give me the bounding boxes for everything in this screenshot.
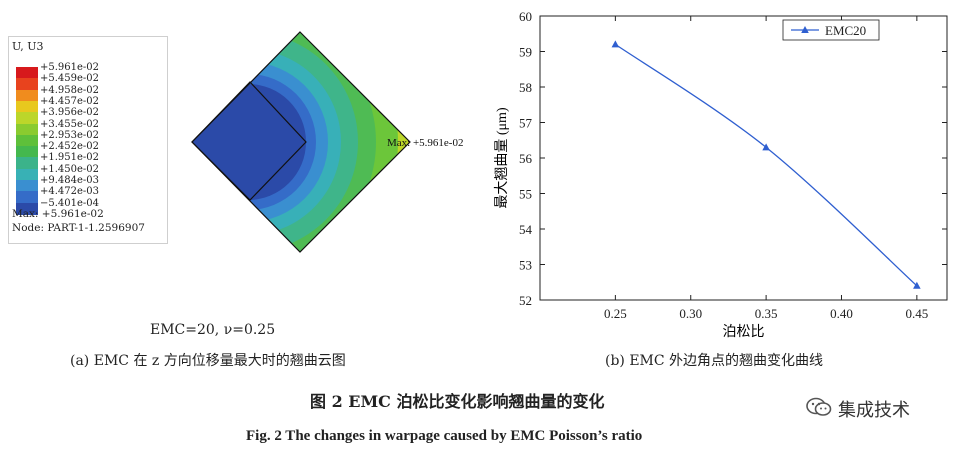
legend-tick-label: +4.472e-03 [40,186,100,198]
y-tick-label: 58 [519,80,532,95]
legend-swatch [16,202,38,215]
data-point-triangle [913,281,921,289]
x-tick-label: 0.40 [830,306,853,321]
y-tick-label: 56 [519,151,533,166]
legend-tick-label: +3.956e-02 [40,107,100,119]
legend-marker [801,26,809,33]
legend-swatch [16,100,38,113]
series-layer [611,40,921,289]
series-line-emc20 [615,43,918,287]
legend-swatch [16,191,38,204]
contour-legend-title: U, U3 [12,40,44,53]
x-axis-ticks: 0.25 0.30 0.35 0.40 0.45 [604,16,928,321]
legend-tick-label: +5.459e-02 [40,73,100,85]
legend-swatch [16,67,38,79]
y-tick-label: 52 [519,293,532,308]
legend-tick-label: +5.961e-02 [40,62,100,73]
legend-swatch [16,157,38,170]
plot-frame [539,15,948,301]
legend-swatch [16,168,38,181]
die-outline [191,81,307,201]
contour-node-note: Node: PART-1-1.2596907 [12,222,145,234]
legend-tick-label: +9.484e-03 [40,175,100,186]
y-tick-label: 57 [519,116,533,131]
x-axis-label: 泊松比 [723,324,765,340]
warpage-line-chart: 0.25 0.30 0.35 0.40 0.45 525354555657585960 … [494,9,948,340]
y-axis-ticks: 52 53 54 55 56 57 58 59 60 [519,9,947,308]
contour-max-note: Max: +5.961e-02 [12,208,104,220]
legend-swatch [16,89,38,102]
legend-frame [782,19,880,41]
wechat-icon [806,397,832,417]
data-point-triangle [762,143,770,151]
legend-tick-label: +4.958e-02 [40,84,100,96]
contour-param-label: EMC=20, ν=0.25 [150,322,276,338]
figure-title-en: Fig. 2 The changes in warpage caused by … [246,428,643,444]
legend-swatch [16,146,38,159]
x-tick-label: 0.30 [679,306,702,321]
y-tick-label: 54 [519,222,533,237]
chart-legend: EMC20 [782,19,880,41]
contour-plot: Max: +5.961e-02 [191,31,463,253]
legend-tick-label: +3.455e-02 [40,118,100,130]
y-tick-label: 60 [519,9,532,24]
legend-label: EMC20 [825,23,866,38]
legend-tick-label: +2.953e-02 [40,129,100,141]
contour-caption: (a) EMC 在 z 方向位移量最大时的翘曲云图 [70,353,346,369]
legend-swatch [16,123,38,136]
legend-tick-label: +1.450e-02 [40,163,100,175]
x-tick-label: 0.35 [755,306,778,321]
legend-swatch [16,112,38,125]
figure-title: 图 2 EMC 泊松比变化影响翘曲量的变化 [310,392,605,411]
legend-tick-label: +1.951e-02 [40,152,100,164]
legend-swatch [16,78,38,91]
data-point-triangle [611,40,620,48]
contour-max-label: Max: +5.961e-02 [387,137,463,149]
y-tick-label: 59 [519,45,532,60]
y-tick-label: 55 [519,187,532,202]
chart-caption: (b) EMC 外边角点的翘曲变化曲线 [605,353,824,369]
chart-axes [539,15,948,301]
x-tick-label: 0.45 [905,306,928,321]
legend-swatch [16,134,38,147]
legend-tick-label: +4.457e-02 [40,95,100,107]
y-tick-label: 53 [519,258,532,273]
x-tick-label: 0.25 [604,306,627,321]
legend-swatch [16,180,38,192]
y-axis-label: 最大翘曲量 (μm) [494,107,510,209]
legend-tick-label: +2.452e-02 [40,141,100,153]
watermark-text: 集成技术 [838,400,910,421]
legend-tick-label: −5.401e-04 [40,197,100,209]
